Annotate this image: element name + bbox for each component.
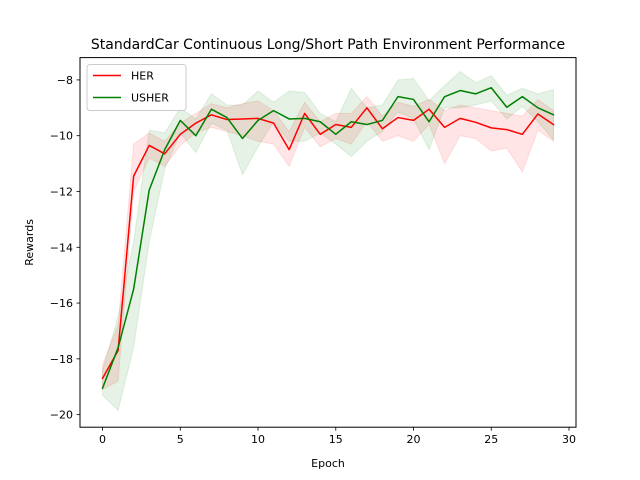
y-tick-label: −18 xyxy=(50,353,73,366)
y-tick-label: −14 xyxy=(50,241,73,254)
x-axis-label: Epoch xyxy=(311,457,345,470)
x-tick-label: 20 xyxy=(407,433,421,446)
her-line xyxy=(101,107,555,380)
y-tick-label: −8 xyxy=(57,74,73,87)
y-axis-ticks: −20 −18 −16 −14 −12 −10 −8 xyxy=(50,74,80,422)
y-tick-label: −16 xyxy=(50,297,73,310)
series-lines xyxy=(101,86,555,390)
legend-label-usher: USHER xyxy=(131,92,169,105)
her-band xyxy=(102,95,554,391)
x-tick-label: 5 xyxy=(177,433,184,446)
legend-label-her: HER xyxy=(131,70,154,83)
y-axis-label: Rewards xyxy=(23,219,36,266)
legend: HER USHER xyxy=(86,64,187,111)
y-tick-label: −10 xyxy=(50,130,73,143)
x-tick-label: 10 xyxy=(251,433,265,446)
x-tick-label: 0 xyxy=(99,433,106,446)
x-axis-ticks: 0 5 10 15 20 25 30 xyxy=(99,427,576,446)
x-tick-label: 25 xyxy=(484,433,498,446)
chart-title: StandardCar Continuous Long/Short Path E… xyxy=(91,37,565,53)
x-tick-label: 30 xyxy=(562,433,576,446)
y-tick-label: −12 xyxy=(50,185,73,198)
y-tick-label: −20 xyxy=(50,409,73,422)
plot-frame xyxy=(79,57,577,428)
x-tick-label: 15 xyxy=(329,433,343,446)
usher-line xyxy=(101,86,555,390)
